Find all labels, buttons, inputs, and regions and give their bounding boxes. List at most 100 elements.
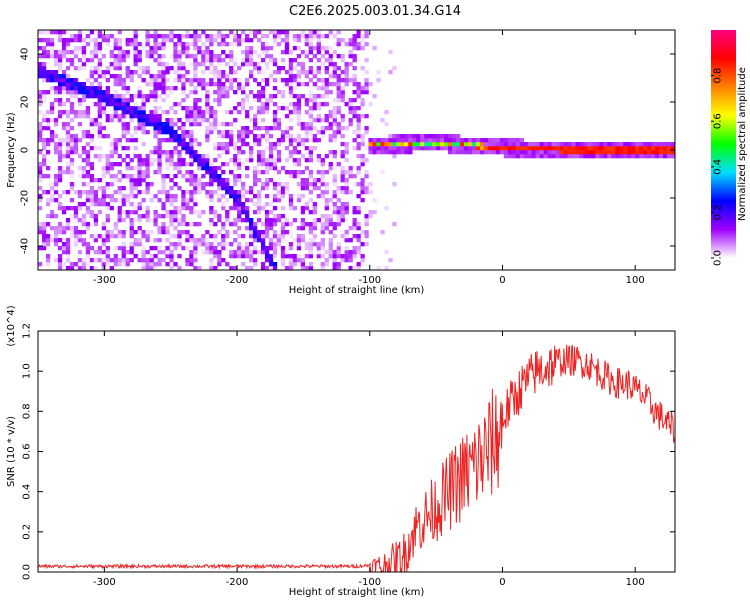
spectrogram-cell — [380, 230, 385, 235]
spectrogram-cell — [272, 58, 278, 63]
spectrogram-cell — [567, 142, 572, 147]
spectrogram-cell — [73, 114, 79, 119]
spectrogram-cell — [241, 98, 246, 103]
spectrogram-cell — [45, 254, 51, 259]
spectrogram-cell — [328, 254, 333, 259]
spectrogram-cell — [61, 82, 67, 87]
spectrogram-cell — [324, 102, 329, 107]
spectrogram-cell — [85, 94, 91, 99]
spectrogram-cell — [643, 146, 648, 151]
spectrogram-cell — [647, 146, 652, 151]
spectrogram-cell — [133, 138, 138, 143]
spectrogram-cell — [109, 258, 114, 263]
spectrogram-cell — [364, 82, 369, 87]
spectrogram-cell — [336, 266, 341, 271]
spectrogram-cell — [213, 54, 218, 59]
spectrogram-cell — [288, 66, 294, 71]
spectrogram-cell — [276, 242, 282, 247]
spectrogram-cell — [304, 158, 310, 163]
spectrogram-cell — [185, 150, 190, 155]
spectrogram-cell — [296, 162, 302, 167]
spectrogram-cell — [288, 154, 294, 159]
spectrogram-cell — [209, 170, 214, 175]
spectrogram-cell — [272, 114, 278, 119]
spectrogram-cell — [65, 226, 71, 231]
spectrogram-cell — [157, 142, 162, 147]
spectrogram-cell — [57, 78, 63, 83]
spectrogram-cell — [93, 94, 99, 99]
spectrogram-cell — [324, 198, 329, 203]
spectrogram-cell — [424, 142, 429, 147]
spectrogram-cell — [340, 154, 345, 159]
spectrogram-cell — [296, 46, 302, 51]
spectrogram-cell — [81, 54, 87, 59]
spectrogram-cell — [615, 154, 620, 159]
spectrogram-cell — [256, 210, 262, 215]
spectrogram-cell — [113, 42, 118, 47]
spectrogram-cell — [38, 226, 43, 231]
spectrogram-cell — [256, 70, 262, 75]
spectrogram-cell — [268, 126, 274, 131]
spectrogram-cell — [105, 254, 110, 259]
spectrogram-cell — [49, 74, 55, 79]
spectrogram-cell — [260, 134, 266, 139]
spectrogram-cell — [85, 262, 91, 267]
spectrogram-cell — [344, 62, 349, 67]
spectrogram-cell — [463, 150, 469, 155]
spectrogram-cell — [81, 262, 87, 267]
spectrogram-cell — [137, 118, 142, 123]
spectrogram-cell — [113, 262, 118, 267]
spectrogram-cell — [61, 110, 67, 115]
spectrogram-cell — [340, 98, 345, 103]
snr-x-axis-label: Height of straight line (km) — [289, 587, 425, 598]
spectrogram-cell — [185, 258, 190, 263]
spectrogram-cell — [201, 182, 206, 187]
spectrogram-cell — [280, 250, 286, 255]
spectrogram-cell — [157, 166, 162, 171]
spectrogram-cell — [157, 150, 162, 155]
spectrogram-cell — [41, 30, 47, 35]
spectrogram-cell — [304, 82, 310, 87]
spectrogram-cell — [312, 94, 317, 99]
spectrogram-cell — [77, 206, 83, 211]
spectrogram-cell — [288, 58, 294, 63]
spectrogram-cell — [384, 138, 389, 143]
spectrogram-cell — [117, 114, 122, 119]
spectrogram-cell — [129, 134, 134, 139]
spectrogram-cell — [241, 262, 246, 267]
spectrogram-cell — [312, 206, 317, 211]
spectrogram-cell — [97, 234, 102, 239]
spectrogram-cell — [45, 222, 51, 227]
spectrogram-cell — [125, 258, 130, 263]
spectrogram-cell — [201, 78, 206, 83]
spectrogram-cell — [336, 98, 341, 103]
spectrogram-cell — [145, 174, 150, 179]
spectrogram-cell — [316, 102, 321, 107]
spectrogram-cell — [241, 246, 246, 251]
spectrogram-cell — [260, 230, 266, 235]
spectrogram-cell — [157, 46, 162, 51]
colorbar-tick-label: 0.2 — [713, 204, 724, 220]
spectrogram-cell — [137, 178, 142, 183]
spectrogram-cell — [173, 138, 178, 143]
spectrogram-cell — [551, 146, 556, 151]
spectrogram-cell — [101, 226, 106, 231]
spectrogram-cell — [308, 182, 314, 187]
spectrogram-cell — [348, 122, 353, 127]
spectrogram-cell — [101, 102, 106, 107]
spectrogram-cell — [340, 218, 345, 223]
spectrogram-cell — [372, 94, 377, 99]
spectrogram-cell — [89, 166, 95, 171]
spectrogram-cell — [284, 126, 290, 131]
spectrogram-cell — [288, 254, 294, 259]
spectrogram-cell — [65, 66, 71, 71]
spectrogram-cell — [65, 82, 71, 87]
spectrogram-cell — [245, 94, 250, 99]
spectrogram-cell — [336, 222, 341, 227]
spectrogram-cell — [89, 70, 95, 75]
spectrogram-cell — [360, 154, 365, 159]
spectrogram-cell — [45, 150, 51, 155]
spectrogram-cell — [141, 114, 146, 119]
spectrogram-cell — [121, 130, 126, 135]
